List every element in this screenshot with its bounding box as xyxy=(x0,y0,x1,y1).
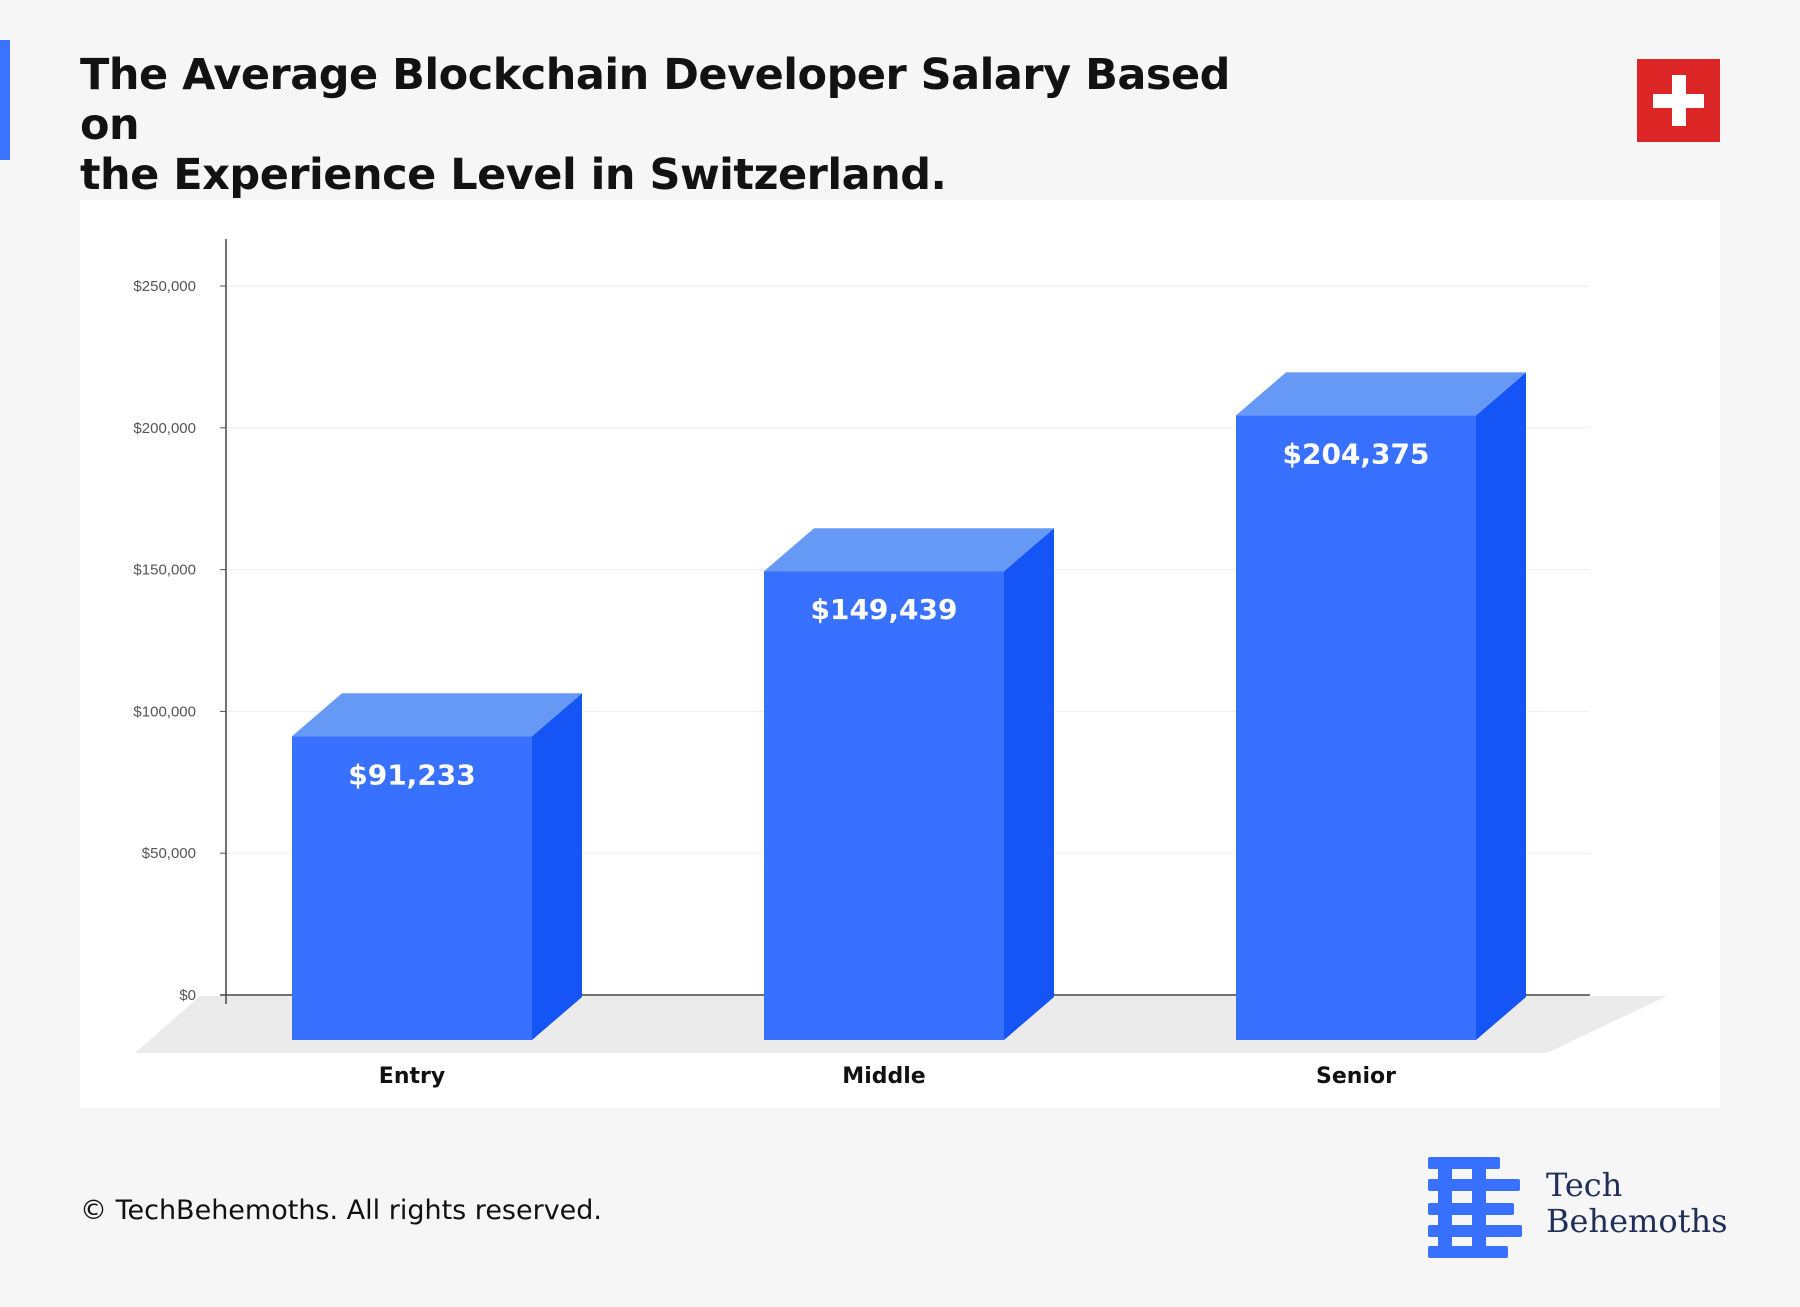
brand-name-line-1: Tech xyxy=(1546,1166,1623,1204)
brand-name: Tech Behemoths xyxy=(1546,1167,1728,1239)
title-line-2: the Experience Level in Switzerland. xyxy=(80,150,947,200)
y-tick-label: $150,000 xyxy=(133,562,196,579)
chart-title: The Average Blockchain Developer Salary … xyxy=(80,50,1280,200)
bar-side xyxy=(532,693,582,1040)
y-tick-label: $0 xyxy=(179,987,196,1004)
chart-card: $0 $50,000 $100,000 $150,000 $200,000 $250,00… xyxy=(80,200,1720,1108)
x-category-label: Entry xyxy=(379,1064,445,1089)
bar xyxy=(292,736,532,1040)
bar-chart: $0 $50,000 $100,000 $150,000 $200,000 $250,00… xyxy=(133,239,1667,1089)
y-tick-label: $50,000 xyxy=(142,845,196,862)
y-tick-label: $250,000 xyxy=(133,278,196,295)
bar xyxy=(1236,415,1476,1040)
x-category-label: Middle xyxy=(842,1064,925,1089)
bar-top xyxy=(292,693,582,737)
brand-name-line-2: Behemoths xyxy=(1546,1202,1728,1240)
y-tick-label: $100,000 xyxy=(133,703,196,720)
brand-logo: Tech Behemoths xyxy=(1428,1157,1728,1259)
bar-value-label: $91,233 xyxy=(348,758,476,791)
bar-top xyxy=(1236,372,1526,416)
y-tick-label: $200,000 xyxy=(133,420,196,437)
bar-value-label: $149,439 xyxy=(810,593,957,626)
title-line-1: The Average Blockchain Developer Salary … xyxy=(80,50,1230,150)
bar-top xyxy=(764,528,1054,572)
copyright-text: © TechBehemoths. All rights reserved. xyxy=(80,1195,603,1226)
accent-bar xyxy=(0,40,10,160)
swiss-flag-icon xyxy=(1637,59,1720,142)
bar xyxy=(764,571,1004,1040)
x-category-label: Senior xyxy=(1316,1064,1396,1089)
bar-side xyxy=(1004,528,1054,1040)
bar-side xyxy=(1476,372,1526,1040)
bar-value-label: $204,375 xyxy=(1282,437,1429,470)
techbehemoths-logo-icon xyxy=(1428,1157,1522,1258)
